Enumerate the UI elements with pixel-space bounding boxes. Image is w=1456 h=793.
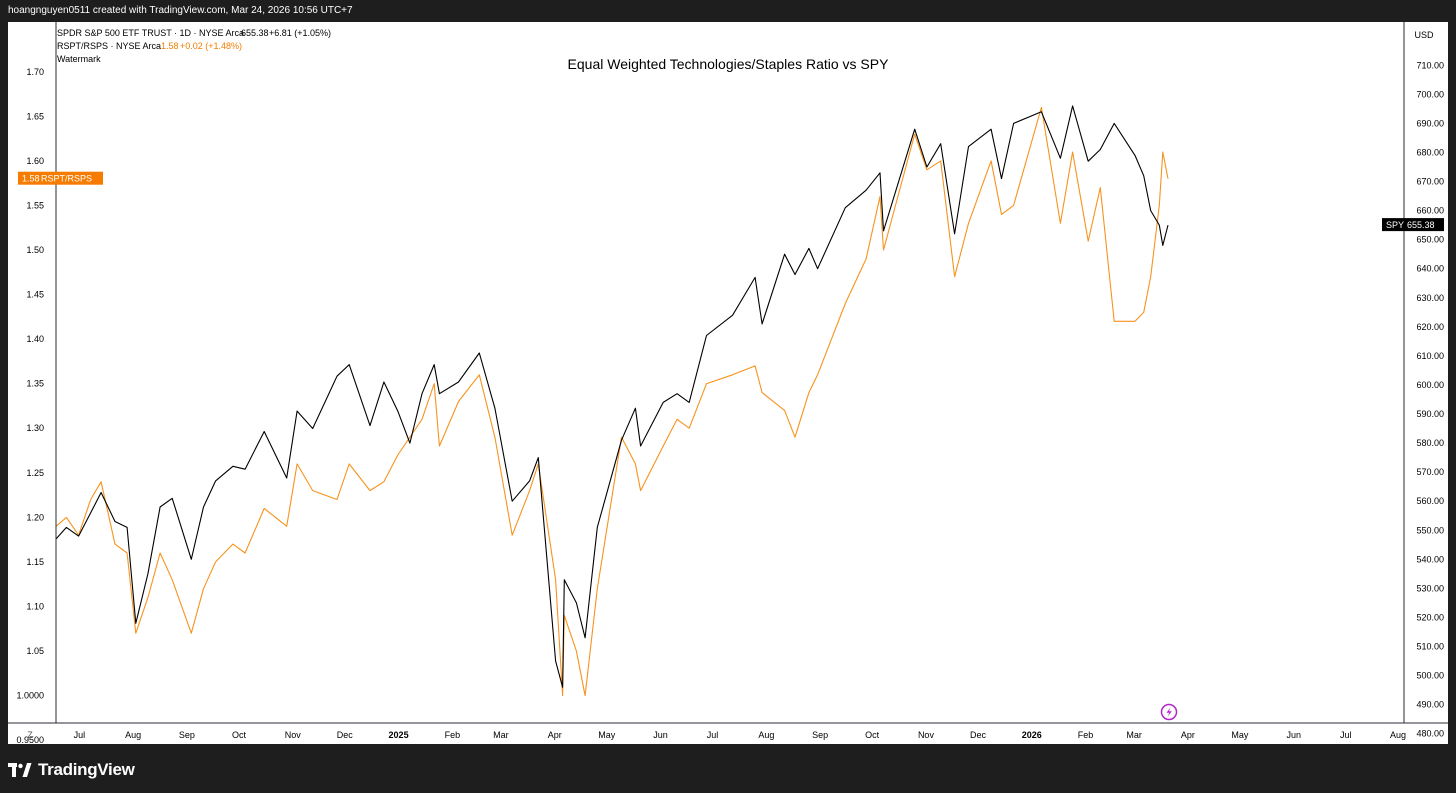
right-axis-tick-label: 500.00 <box>1416 671 1444 681</box>
left-axis-tick-label: 1.65 <box>26 111 44 121</box>
right-axis-tick-label: 610.00 <box>1416 351 1444 361</box>
time-axis-tick-label: Jul <box>1340 730 1352 740</box>
legend-watermark: Watermark <box>57 54 101 64</box>
legend-ratio-value: 1.58 <box>161 41 179 51</box>
left-axis-tick-label: 1.35 <box>26 379 44 389</box>
time-axis-tick-label: Feb <box>445 730 461 740</box>
time-axis-tick-label: May <box>598 730 616 740</box>
spy-series-line[interactable] <box>55 105 1169 688</box>
legend-ratio-name: RSPT/RSPS · NYSE Arca <box>57 41 161 51</box>
time-axis-tick-label: 2025 <box>389 730 409 740</box>
flash-icon[interactable] <box>1160 703 1178 721</box>
left-axis-tick-label: 1.30 <box>26 423 44 433</box>
legend-ratio-change: +0.02 (+1.48%) <box>180 41 242 51</box>
right-axis-tick-label: 670.00 <box>1416 177 1444 187</box>
time-axis-tick-label: Sep <box>179 730 195 740</box>
chart-caption: hoangnguyen0511 created with TradingView… <box>0 0 1456 22</box>
brand-name: TradingView <box>38 760 135 779</box>
right-axis-tick-label: 660.00 <box>1416 206 1444 216</box>
spy-last-value-badge: SPY 655.38 <box>1382 218 1444 232</box>
time-axis-tick-label: Jul <box>707 730 719 740</box>
right-axis-tick-label: 480.00 <box>1416 729 1444 739</box>
left-axis-tick-label: 1.45 <box>26 290 44 300</box>
right-axis-tick-label: 490.00 <box>1416 700 1444 710</box>
right-axis-tick-label: 530.00 <box>1416 583 1444 593</box>
time-axis-tick-label: Nov <box>285 730 302 740</box>
left-axis-tick-label: 1.15 <box>26 557 44 567</box>
plot-lines <box>55 105 1169 697</box>
right-axis-tick-label: 550.00 <box>1416 525 1444 535</box>
time-axis-tick-label: Jun <box>1286 730 1301 740</box>
right-axis-tick-label: 680.00 <box>1416 147 1444 157</box>
right-axis-ticks: 480.00 490.00 500.00 510.00 520.00 530.00 540.… <box>1416 60 1444 738</box>
time-axis-tick-label: Jun <box>653 730 668 740</box>
legend-spy-change: +6.81 (+1.05%) <box>269 28 331 38</box>
chart-svg[interactable]: 0.9500 1.0000 1.05 1.10 1.15 1.20 1.25 1.30 1.35… <box>8 22 1448 745</box>
right-axis-tick-label: 650.00 <box>1416 235 1444 245</box>
ratio-badge-name: RSPT/RSPS <box>41 174 92 184</box>
time-axis-tick-label: Aug <box>125 730 141 740</box>
currency-label: USD <box>1414 30 1434 40</box>
time-axis-tick-label: May <box>1231 730 1249 740</box>
right-axis-tick-label: 560.00 <box>1416 496 1444 506</box>
legend-spy-value: 655.38 <box>241 28 269 38</box>
time-axis-tick-label: Dec <box>337 730 354 740</box>
time-axis-tick-label: Mar <box>493 730 509 740</box>
left-axis-tick-label: 1.70 <box>26 67 44 77</box>
spy-badge-name: SPY <box>1386 220 1404 230</box>
time-axis-tick-label: 2026 <box>1022 730 1042 740</box>
left-axis-tick-label: 1.60 <box>26 156 44 166</box>
right-axis-tick-label: 600.00 <box>1416 380 1444 390</box>
right-axis-tick-label: 710.00 <box>1416 60 1444 70</box>
right-axis-tick-label: 520.00 <box>1416 612 1444 622</box>
legend-spy-name: SPDR S&P 500 ETF TRUST · 1D · NYSE Arca <box>57 28 244 38</box>
axes <box>8 22 1448 724</box>
axis-corner-label: Z <box>27 730 33 740</box>
right-axis-tick-label: 690.00 <box>1416 118 1444 128</box>
right-axis-tick-label: 630.00 <box>1416 293 1444 303</box>
right-axis-tick-label: 700.00 <box>1416 89 1444 99</box>
left-axis-tick-label: 1.55 <box>26 200 44 210</box>
left-axis-tick-label: 1.20 <box>26 512 44 522</box>
tradingview-logo-icon <box>8 763 32 777</box>
spy-badge-value: 655.38 <box>1407 220 1435 230</box>
left-axis-tick-label: 0.9500 <box>16 735 44 744</box>
time-axis-tick-label: Aug <box>1390 730 1406 740</box>
chart-frame[interactable]: 0.9500 1.0000 1.05 1.10 1.15 1.20 1.25 1.30 1.35… <box>8 22 1448 745</box>
ratio-last-value-badge: 1.58 RSPT/RSPS <box>18 171 103 185</box>
time-axis-tick-label: Aug <box>758 730 774 740</box>
time-axis-tick-label: Feb <box>1078 730 1094 740</box>
time-axis-tick-label: Oct <box>865 730 880 740</box>
time-axis-tick-label: Oct <box>232 730 247 740</box>
time-axis-tick-label: Sep <box>812 730 828 740</box>
left-axis-ticks: 0.9500 1.0000 1.05 1.10 1.15 1.20 1.25 1.30 1.35… <box>16 67 44 745</box>
left-axis-tick-label: 1.40 <box>26 334 44 344</box>
right-axis-tick-label: 540.00 <box>1416 554 1444 564</box>
right-axis-tick-label: 590.00 <box>1416 409 1444 419</box>
left-axis-tick-label: 1.10 <box>26 601 44 611</box>
ratio-badge-value: 1.58 <box>22 174 40 184</box>
right-axis-tick-label: 510.00 <box>1416 642 1444 652</box>
right-axis-tick-label: 640.00 <box>1416 264 1444 274</box>
right-axis-tick-label: 570.00 <box>1416 467 1444 477</box>
left-axis-tick-label: 1.05 <box>26 646 44 656</box>
time-axis-tick-label: Nov <box>918 730 935 740</box>
left-axis-tick-label: 1.50 <box>26 245 44 255</box>
right-axis-tick-label: 620.00 <box>1416 322 1444 332</box>
right-axis-tick-label: 580.00 <box>1416 438 1444 448</box>
ratio-series-line[interactable] <box>55 106 1169 697</box>
time-axis-tick-label: Apr <box>1181 730 1195 740</box>
time-axis-tick-label: Apr <box>548 730 562 740</box>
chart-title: Equal Weighted Technologies/Staples Rati… <box>568 56 890 72</box>
left-axis-tick-label: 1.25 <box>26 468 44 478</box>
time-axis-tick-label: Jul <box>74 730 86 740</box>
brand-footer: TradingView <box>8 758 135 782</box>
time-axis-tick-label: Dec <box>970 730 987 740</box>
left-axis-tick-label: 1.0000 <box>16 691 44 701</box>
time-axis-ticks: Jul Aug Sep Oct Nov Dec 2025 Feb Mar Apr May Jun Jul… <box>74 730 1406 740</box>
time-axis-tick-label: Mar <box>1126 730 1142 740</box>
